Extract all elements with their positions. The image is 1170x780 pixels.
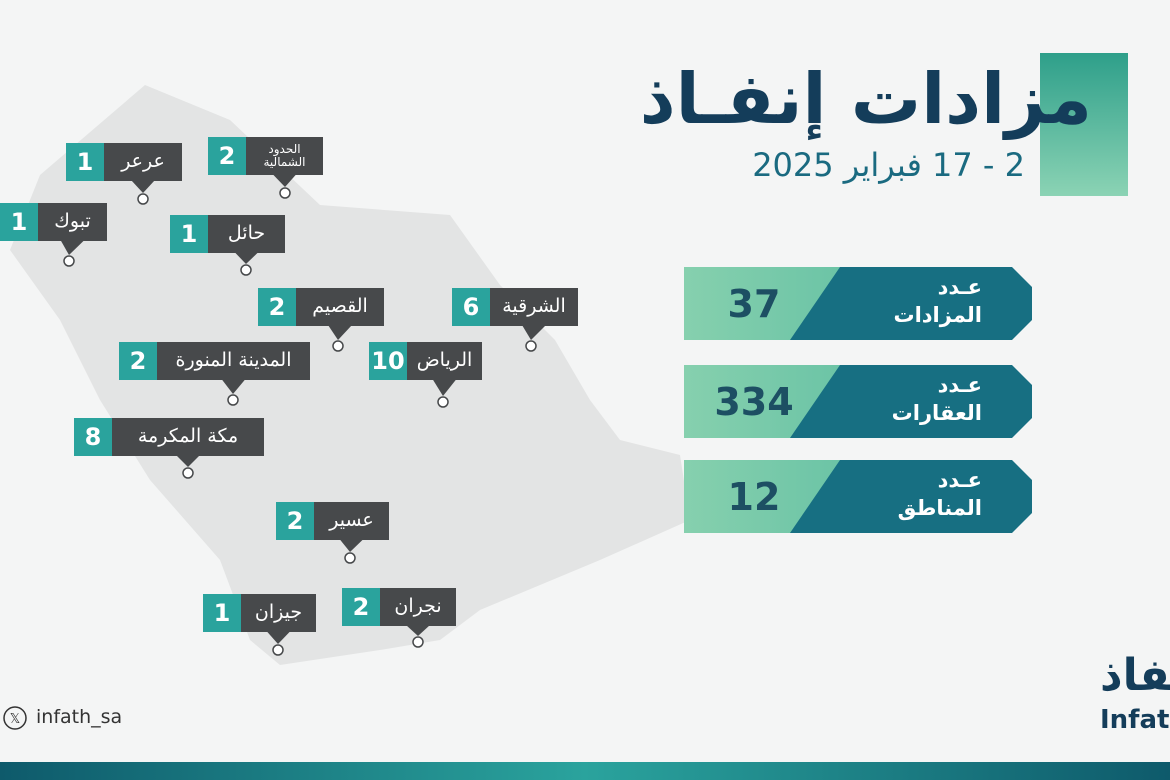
pin-dot <box>227 394 239 406</box>
stat-value: 12 <box>727 474 781 519</box>
stat-label: عـدد <box>937 275 982 299</box>
region-name: تبوك <box>38 203 107 241</box>
region-name: القصيم <box>296 288 384 326</box>
region-count: 2 <box>258 288 296 326</box>
pin-dot <box>272 644 284 656</box>
region-label: 2 عسير <box>276 502 389 540</box>
region-label: 8 مكة المكرمة <box>74 418 264 456</box>
region-label: 1 تبوك <box>0 203 107 241</box>
stat-corner <box>1012 460 1032 480</box>
region-name: الحدود الشمالية <box>246 137 323 175</box>
bottom-stripe <box>0 762 1170 780</box>
stat-corner <box>1012 267 1032 287</box>
region-name: حائل <box>208 215 285 253</box>
stat-card: 334 عـدد العقارات <box>684 365 1032 438</box>
date: 2 - 17 فبراير 2025 <box>752 146 1025 184</box>
title: مزادات إنفـاذ <box>639 58 1092 140</box>
stat-value-bg <box>684 365 840 438</box>
pin-dot <box>525 340 537 352</box>
stat-label-box: عـدد العقارات <box>892 371 982 427</box>
logo-en: Infat <box>1100 705 1170 735</box>
region-count: 2 <box>342 588 380 626</box>
stat-corner <box>1012 418 1032 438</box>
pin-pointer <box>221 379 246 394</box>
region-name: نجران <box>380 588 456 626</box>
stat-corner <box>1012 320 1032 340</box>
title-accent <box>1040 53 1128 196</box>
stat-corner <box>1012 513 1032 533</box>
pin-pointer <box>328 325 352 340</box>
pin-pointer <box>266 631 291 644</box>
logo-ar: نفاذ <box>1100 650 1170 701</box>
pin-dot <box>437 396 449 408</box>
pin-pointer <box>131 180 155 193</box>
region-count: 2 <box>119 342 157 380</box>
stat-name: العقارات <box>891 401 982 425</box>
x-icon-glyph: 𝕏 <box>10 712 20 727</box>
pin-dot <box>279 187 291 199</box>
region-name: جيزان <box>241 594 316 632</box>
stat-name: المزادات <box>893 303 982 327</box>
region-count: 10 <box>369 342 407 380</box>
region-count: 1 <box>203 594 241 632</box>
stat-label: عـدد <box>937 373 982 397</box>
handle: infath_sa <box>36 706 123 728</box>
pin-pointer <box>406 625 430 636</box>
region-label: 2 المدينة المنورة <box>119 342 310 380</box>
region-count: 1 <box>170 215 208 253</box>
pin-dot <box>412 636 424 648</box>
region-label: 2 القصيم <box>258 288 384 326</box>
pin-pointer <box>60 240 85 255</box>
pin-dot <box>332 340 344 352</box>
region-label: 1 عرعر <box>66 143 182 181</box>
region-count: 8 <box>74 418 112 456</box>
stat-name: المناطق <box>897 496 982 520</box>
stat-value-bg <box>684 267 840 340</box>
region-name: عسير <box>314 502 389 540</box>
stat-card: 37 عـدد المزادات <box>684 267 1032 340</box>
region-count: 2 <box>208 137 246 175</box>
stat-value-bg <box>684 460 840 533</box>
region-name: المدينة المنورة <box>157 342 310 380</box>
pin-pointer <box>272 174 297 187</box>
stat-corner <box>1012 365 1032 385</box>
pin-pointer <box>522 325 546 340</box>
region-name: عرعر <box>104 143 182 181</box>
pin-dot <box>240 264 252 276</box>
region-label: 2 الحدود الشمالية <box>208 137 323 175</box>
pin-pointer <box>432 379 457 396</box>
region-count: 6 <box>452 288 490 326</box>
region-label: 2 نجران <box>342 588 456 626</box>
x-icon <box>3 706 27 730</box>
region-label: 1 حائل <box>170 215 285 253</box>
region-label: 6 الشرقية <box>452 288 578 326</box>
region-name: مكة المكرمة <box>112 418 264 456</box>
stat-value: 334 <box>714 379 794 424</box>
stat-card: 12 عـدد المناطق <box>684 460 1032 533</box>
pin-dot <box>137 193 149 205</box>
stat-value: 37 <box>727 281 781 326</box>
region-label: 10 الرياض <box>369 342 482 380</box>
region-count: 1 <box>0 203 38 241</box>
pin-pointer <box>234 252 259 264</box>
pin-dot <box>63 255 75 267</box>
stat-label-box: عـدد المزادات <box>893 273 982 329</box>
pin-dot <box>344 552 356 564</box>
region-name: الرياض <box>407 342 482 380</box>
region-label: 1 جيزان <box>203 594 316 632</box>
region-count: 2 <box>276 502 314 540</box>
pin-dot <box>182 467 194 479</box>
stat-label-box: عـدد المناطق <box>898 466 982 522</box>
pin-pointer <box>339 539 364 552</box>
region-name: الشرقية <box>490 288 578 326</box>
region-count: 1 <box>66 143 104 181</box>
pin-pointer <box>176 455 200 467</box>
stat-label: عـدد <box>937 468 982 492</box>
